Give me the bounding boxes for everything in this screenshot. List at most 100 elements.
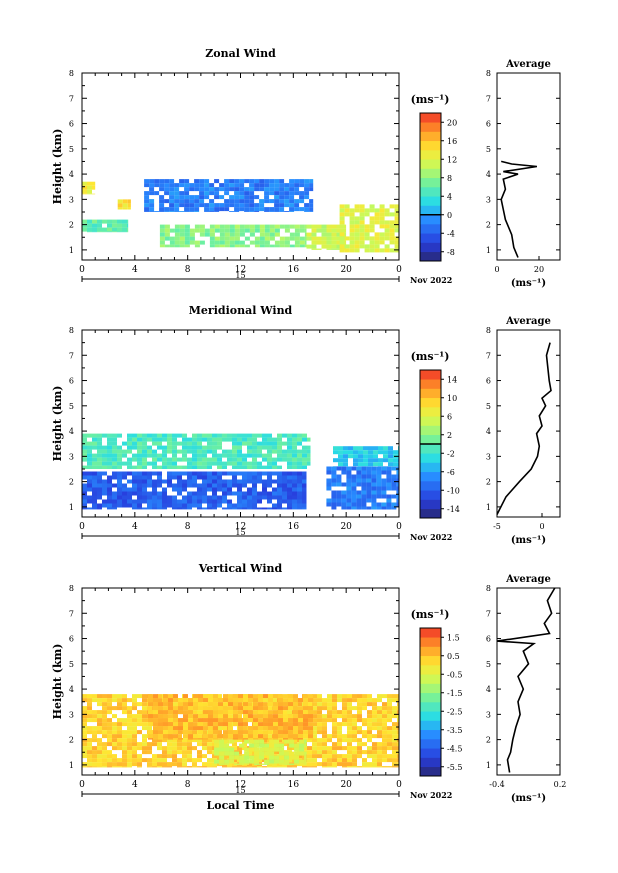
heat-cell <box>382 734 387 739</box>
colorbar-swatch <box>420 233 441 243</box>
heat-cell <box>299 191 305 196</box>
heat-cell <box>152 457 157 462</box>
heat-cell <box>177 762 182 767</box>
heat-cell <box>197 738 202 743</box>
heat-cell <box>213 738 218 740</box>
heat-cell <box>367 722 372 727</box>
heat-cell <box>311 224 317 229</box>
heat-cell <box>342 698 347 703</box>
heat-cell <box>229 244 235 248</box>
heat-cell <box>182 698 187 703</box>
heat-cell <box>372 758 377 763</box>
heat-cell <box>312 722 317 727</box>
heat-cell <box>122 453 127 458</box>
heat-cell <box>262 495 267 500</box>
heat-cell <box>264 195 270 200</box>
heat-cell <box>234 199 240 204</box>
heat-cell <box>269 755 275 760</box>
y-tick-label: 4 <box>69 170 74 179</box>
heat-cell <box>308 706 313 711</box>
colorbar-swatch <box>420 628 441 638</box>
heat-cell <box>237 441 242 446</box>
heat-cell <box>384 228 390 233</box>
heat-cell <box>397 730 399 735</box>
heat-cell <box>371 470 377 475</box>
heat-cell <box>159 179 165 184</box>
heat-cell <box>172 441 177 446</box>
heat-cell <box>273 730 278 735</box>
average-frame <box>496 72 561 261</box>
heat-cell <box>127 449 132 454</box>
heat-cell <box>137 495 142 500</box>
heat-cell <box>349 224 355 229</box>
heat-cell <box>197 453 202 458</box>
heat-cell <box>356 474 362 479</box>
heat-cell <box>87 441 92 446</box>
heat-cell <box>219 747 225 752</box>
heat-cell <box>263 734 268 739</box>
heat-cell <box>232 746 237 751</box>
heat-cell <box>189 228 195 233</box>
average-y-tick-label: 6 <box>486 120 491 129</box>
heat-cell <box>371 482 377 487</box>
heat-cell <box>304 743 307 748</box>
heat-cell <box>202 453 207 458</box>
heat-cell <box>267 453 272 458</box>
heat-cell <box>287 433 292 438</box>
heat-cell <box>234 195 240 200</box>
heat-cell <box>397 742 399 747</box>
colorbar-swatch <box>420 131 441 142</box>
heat-cell <box>169 199 175 204</box>
heat-cell <box>273 718 278 723</box>
heat-cell <box>267 471 272 476</box>
heat-cell <box>192 437 197 442</box>
heat-cell <box>358 454 363 459</box>
heat-cell <box>97 702 102 707</box>
heat-cell <box>288 694 293 699</box>
heat-cell <box>172 457 177 462</box>
heat-cell <box>351 474 357 479</box>
heat-cell <box>332 746 337 751</box>
heat-cell <box>239 199 245 204</box>
heat-cell <box>312 746 317 751</box>
heat-cell <box>337 754 342 759</box>
heat-cell <box>297 441 302 446</box>
heat-cell <box>354 228 360 233</box>
heat-cell <box>227 449 232 454</box>
heat-cell <box>234 203 240 208</box>
heat-cell <box>284 199 290 204</box>
heat-cell <box>397 718 399 723</box>
heat-cell <box>82 722 87 727</box>
heat-cell <box>234 240 240 245</box>
heat-cell <box>257 453 262 458</box>
heat-cell <box>147 437 152 442</box>
heat-cell <box>273 710 278 715</box>
heat-cell <box>382 714 387 719</box>
heat-cell <box>172 453 177 458</box>
heat-cell <box>287 445 292 450</box>
heat-cell <box>127 742 132 747</box>
heat-cell <box>299 743 305 748</box>
heat-cell <box>238 706 243 711</box>
heat-cell <box>137 742 142 747</box>
heat-cell <box>177 738 182 743</box>
heat-cell <box>244 755 250 760</box>
heat-cell <box>287 758 292 763</box>
heat-cell <box>299 228 305 233</box>
heat-cell <box>364 212 370 217</box>
heat-cell <box>351 490 357 495</box>
heat-cell <box>147 445 152 450</box>
heat-cell <box>254 763 260 765</box>
heat-cell <box>149 191 155 196</box>
heat-cell <box>117 722 122 727</box>
heat-cell <box>149 199 155 204</box>
heat-cell <box>147 479 152 484</box>
heat-cell <box>122 441 127 446</box>
heat-cell <box>326 478 332 483</box>
heat-cell <box>247 475 252 480</box>
heat-cell <box>224 228 230 233</box>
heat-cell <box>137 730 142 735</box>
heat-cell <box>312 710 317 715</box>
heat-cell <box>287 495 292 500</box>
heat-cell <box>233 738 238 740</box>
